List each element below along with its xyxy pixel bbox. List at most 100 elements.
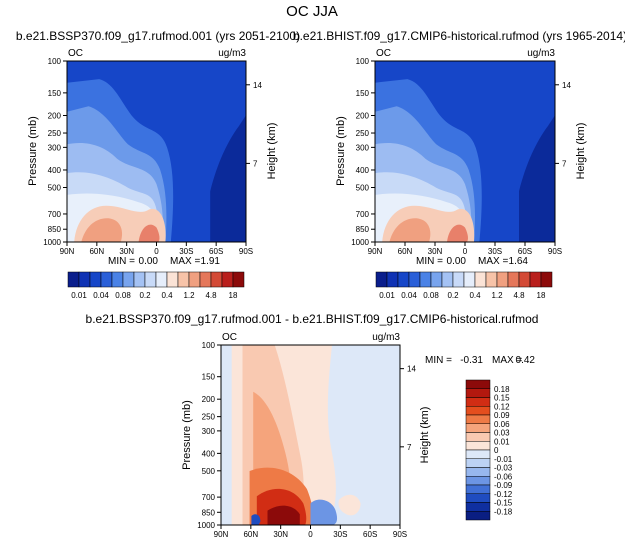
colorbar-swatch (78, 271, 91, 288)
panel-2-ylabel: Pressure (mb) (335, 116, 347, 186)
colorbar-swatch (465, 458, 491, 468)
panel-3-axes: 100 150 200 250 300 400 500 700 850 1000 14 7 90N 60N… (197, 341, 416, 539)
colorbar-swatch (210, 271, 223, 288)
lat-tick-label: 60N (243, 530, 258, 539)
panel-1-max-label: MAX = (170, 256, 200, 267)
pressure-tick-label: 1000 (351, 238, 369, 247)
colorbar-swatch (386, 271, 399, 288)
colorbar-swatch (133, 271, 146, 288)
panel-1-ylabel-right: Height (km) (266, 123, 278, 180)
pressure-tick-label: 700 (48, 210, 62, 219)
diff-neg-patch-west (251, 514, 261, 525)
lat-tick-label: 60N (89, 247, 104, 256)
colorbar-swatch (540, 271, 553, 288)
colorbar-label: 0.04 (401, 291, 417, 300)
panel-3: OC ug/m3 1001502002503004005007008501000… (181, 332, 535, 539)
panel-2-min-value: 0.00 (447, 256, 467, 267)
colorbar-label: 1.2 (491, 291, 503, 300)
panel-2-field (375, 61, 555, 242)
panel-3-max-label: MAX = (492, 355, 522, 366)
panel-1-corner-right: ug/m3 (218, 48, 246, 59)
field-plume-peak (447, 224, 468, 242)
colorbar-swatch (232, 271, 245, 288)
panel-2-axes: 100 150 200 250 300 400 500 700 850 1000 14 7 90N 60N… (351, 57, 571, 256)
pressure-tick-label: 500 (356, 184, 370, 193)
colorbar-swatch (465, 511, 491, 521)
colorbar-swatch (465, 423, 491, 433)
lat-tick-label: 60S (363, 530, 377, 539)
panel-1-max-value: 1.91 (201, 256, 221, 267)
pressure-tick-label: 100 (202, 341, 216, 350)
colorbar-swatch (465, 388, 491, 398)
panel-2-max-label: MAX = (478, 256, 508, 267)
panel-2-ylabel-right: Height (km) (575, 123, 587, 180)
pressure-tick-label: 250 (202, 413, 216, 422)
colorbar-label: 18 (537, 291, 546, 300)
colorbar-swatch (89, 271, 102, 288)
colorbar-swatch (199, 271, 212, 288)
colorbar-label: -0.06 (494, 472, 513, 481)
colorbar-label: -0.12 (494, 490, 513, 499)
colorbar-label: 0.2 (447, 291, 459, 300)
panel-2-corner-left: OC (376, 48, 391, 59)
pressure-tick-label: 400 (356, 166, 370, 175)
colorbar-label: -0.09 (494, 481, 513, 490)
lat-tick-label: 30N (273, 530, 288, 539)
panel-1-field (67, 61, 246, 242)
pressure-tick-label: 700 (356, 210, 370, 219)
colorbar-label: 0.4 (469, 291, 481, 300)
panel-2: OC ug/m3 100 150 200 250 300 400 500 700 850 1000… (335, 48, 587, 267)
panel-3-ylabel-right: Height (km) (419, 407, 431, 464)
colorbar-swatch (100, 271, 113, 288)
colorbar-swatch (465, 406, 491, 416)
pressure-tick-label: 300 (356, 143, 370, 152)
panel-3-min-label: MIN = (425, 355, 452, 366)
colorbar-swatch (465, 432, 491, 442)
colorbar-swatch (465, 467, 491, 477)
colorbar-swatch (465, 397, 491, 407)
panel-3-max-value: 0.42 (516, 355, 536, 366)
colorbar-label: 0.08 (115, 291, 131, 300)
field-plume-core (389, 218, 431, 242)
pressure-tick-label: 200 (48, 111, 62, 120)
lat-tick-label: 90N (60, 247, 75, 256)
colorbar-swatch (419, 271, 432, 288)
pressure-tick-label: 250 (356, 129, 370, 138)
colorbar-swatch (188, 271, 201, 288)
colorbar-1: 0.01 0.04 0.08 0.2 0.4 1.2 4.8 18 (67, 271, 245, 300)
colorbar-swatch (375, 271, 388, 288)
colorbar-swatch (408, 271, 421, 288)
colorbar-swatch (221, 271, 234, 288)
lat-tick-label: 60N (398, 247, 413, 256)
colorbar-label: 0.01 (379, 291, 395, 300)
colorbar-swatch (465, 414, 491, 424)
colorbar-label: 0.03 (494, 429, 510, 438)
panel-2-max-value: 1.64 (509, 256, 529, 267)
field-plume-peak (138, 224, 160, 242)
colorbar-label: 0.15 (494, 394, 510, 403)
pressure-tick-label: 500 (48, 184, 62, 193)
pressure-tick-label: 200 (356, 111, 370, 120)
colorbar-3: 0.180.150.120.090.060.030.010-0.01-0.03-… (465, 379, 513, 521)
height-tick-label: 14 (253, 81, 262, 90)
colorbar-swatch (463, 271, 476, 288)
pressure-tick-label: 300 (202, 427, 216, 436)
panel-3-min-value: -0.31 (460, 355, 483, 366)
colorbar-swatch (496, 271, 509, 288)
colorbar-swatch (465, 379, 491, 389)
lat-tick-label: 0 (308, 530, 313, 539)
colorbar-label: -0.03 (494, 464, 513, 473)
pressure-tick-label: 200 (202, 395, 216, 404)
colorbar-swatch (465, 493, 491, 503)
colorbar-swatch (485, 271, 498, 288)
field-low-values-south (519, 115, 555, 242)
lat-tick-label: 30N (119, 247, 134, 256)
pressure-tick-label: 250 (48, 129, 62, 138)
panel-1-ylabel: Pressure (mb) (27, 116, 39, 186)
colorbar-label: -0.01 (494, 455, 513, 464)
colorbar-swatch (166, 271, 179, 288)
pressure-tick-label: 150 (48, 89, 62, 98)
panel-1: OC ug/m3 100 150 200 250 300 400 500 700 850 1000… (27, 48, 278, 267)
